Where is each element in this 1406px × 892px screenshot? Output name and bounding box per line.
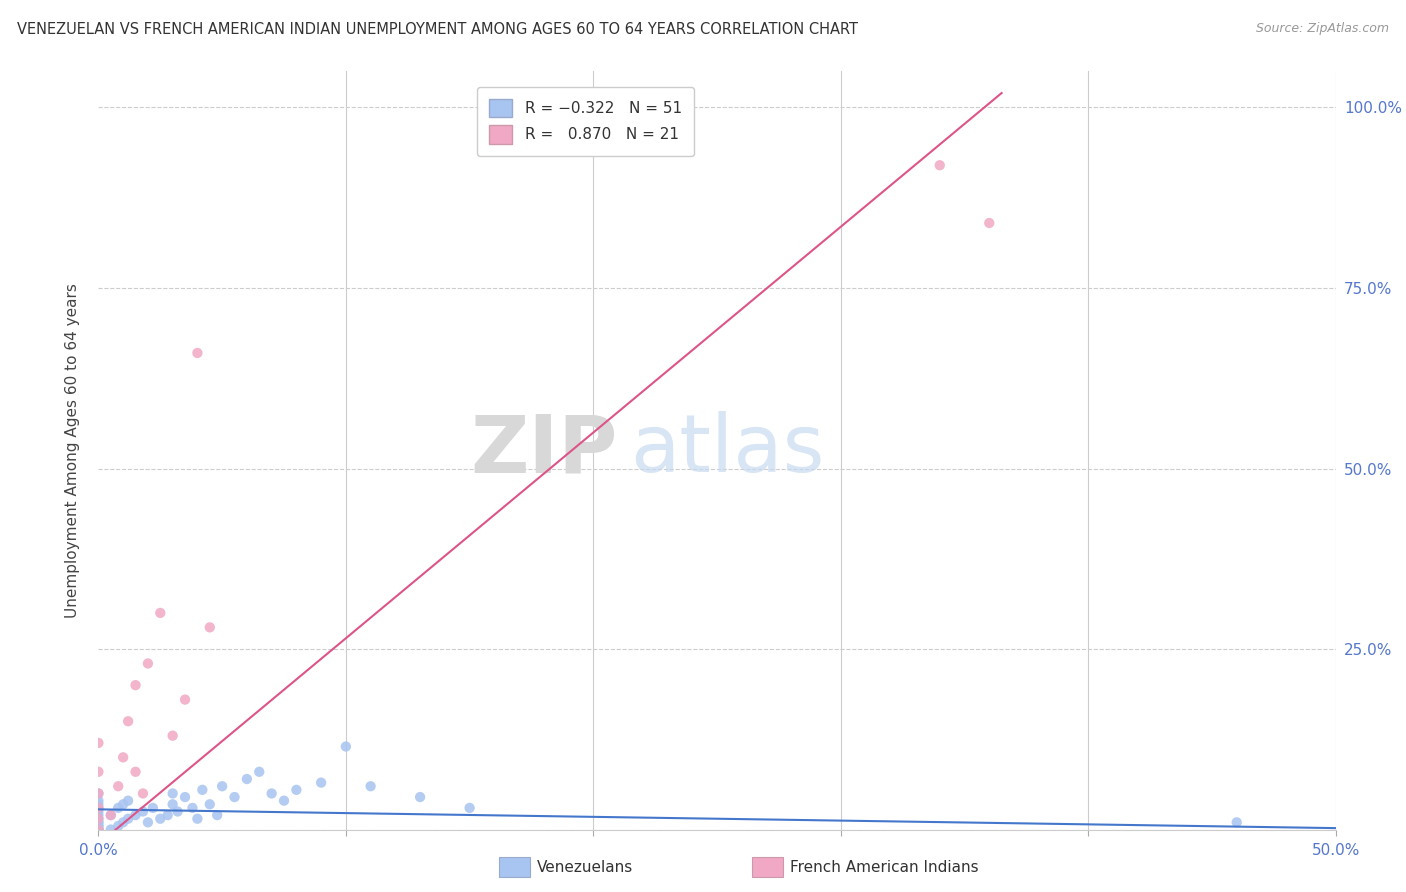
Point	[117, 794, 139, 808]
Text: French American Indians: French American Indians	[790, 860, 979, 874]
Point	[112, 815, 135, 830]
Point	[458, 801, 481, 815]
Text: atlas: atlas	[630, 411, 825, 490]
Point	[309, 775, 332, 789]
Point	[87, 736, 110, 750]
Point	[174, 790, 197, 805]
Point	[107, 801, 129, 815]
Point	[162, 787, 184, 801]
Point	[136, 657, 159, 671]
Point	[1226, 815, 1249, 830]
Point	[124, 808, 146, 822]
Point	[198, 620, 221, 634]
Point	[87, 812, 110, 826]
Point	[409, 790, 432, 805]
Point	[87, 815, 110, 830]
Text: VENEZUELAN VS FRENCH AMERICAN INDIAN UNEMPLOYMENT AMONG AGES 60 TO 64 YEARS CORR: VENEZUELAN VS FRENCH AMERICAN INDIAN UNE…	[17, 22, 858, 37]
Point	[87, 808, 110, 822]
Point	[112, 750, 135, 764]
Point	[162, 729, 184, 743]
Point	[132, 787, 155, 801]
Point	[198, 797, 221, 812]
Point	[156, 808, 179, 822]
Point	[260, 787, 283, 801]
Point	[162, 797, 184, 812]
Point	[224, 790, 246, 805]
Point	[87, 822, 110, 837]
Point	[236, 772, 259, 786]
Point	[124, 764, 146, 779]
Point	[211, 779, 233, 793]
Text: Venezuelans: Venezuelans	[537, 860, 633, 874]
Point	[87, 805, 110, 819]
Point	[149, 812, 172, 826]
Point	[136, 815, 159, 830]
Point	[87, 819, 110, 833]
Point	[928, 158, 950, 172]
Point	[285, 782, 308, 797]
Point	[186, 812, 208, 826]
Point	[132, 805, 155, 819]
Point	[107, 819, 129, 833]
Point	[87, 822, 110, 837]
Point	[335, 739, 357, 754]
Point	[100, 808, 122, 822]
Point	[149, 606, 172, 620]
Point	[191, 782, 214, 797]
Point	[142, 801, 165, 815]
Legend: R = −0.322   N = 51, R =   0.870   N = 21: R = −0.322 N = 51, R = 0.870 N = 21	[477, 87, 695, 156]
Point	[247, 764, 270, 779]
Point	[87, 797, 110, 812]
Point	[87, 819, 110, 833]
Point	[100, 808, 122, 822]
Point	[117, 812, 139, 826]
Point	[87, 822, 110, 837]
Point	[87, 801, 110, 815]
Point	[186, 346, 208, 360]
Point	[87, 787, 110, 801]
Point	[166, 805, 188, 819]
Point	[117, 714, 139, 729]
Point	[174, 692, 197, 706]
Point	[273, 794, 295, 808]
Point	[87, 822, 110, 837]
Point	[181, 801, 204, 815]
Point	[124, 678, 146, 692]
Point	[87, 787, 110, 801]
Point	[100, 822, 122, 837]
Point	[979, 216, 1001, 230]
Point	[205, 808, 228, 822]
Point	[112, 797, 135, 812]
Point	[360, 779, 382, 793]
Point	[87, 822, 110, 837]
Text: ZIP: ZIP	[471, 411, 619, 490]
Text: Source: ZipAtlas.com: Source: ZipAtlas.com	[1256, 22, 1389, 36]
Point	[87, 794, 110, 808]
Point	[87, 801, 110, 815]
Y-axis label: Unemployment Among Ages 60 to 64 years: Unemployment Among Ages 60 to 64 years	[65, 283, 80, 618]
Point	[87, 764, 110, 779]
Point	[87, 815, 110, 830]
Point	[107, 779, 129, 793]
Point	[87, 812, 110, 826]
